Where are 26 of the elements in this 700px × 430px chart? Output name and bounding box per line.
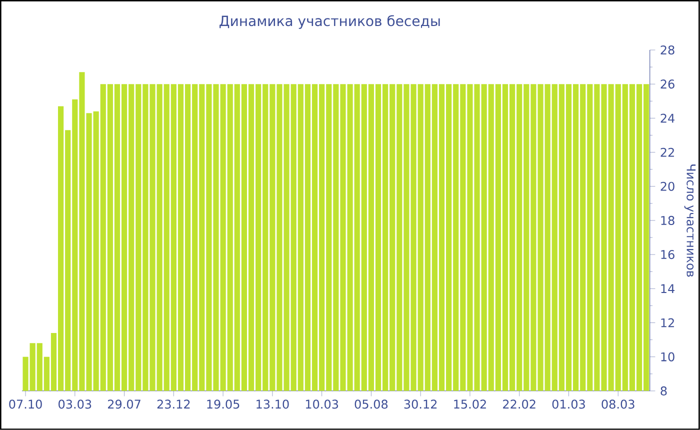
x-tick-label: 07.10 xyxy=(9,400,42,409)
y-tick-label: 26 xyxy=(660,80,674,89)
y-tick-label: 12 xyxy=(661,318,674,328)
y-tick-label: 16 xyxy=(661,250,674,260)
y-tick-label: 18 xyxy=(661,216,674,226)
x-tick-label: 10.03 xyxy=(306,400,338,409)
y-tick-label: 10 xyxy=(661,352,674,362)
x-tick-label: 15.02 xyxy=(454,400,486,409)
x-tick-label: 30.12 xyxy=(404,400,437,409)
x-tick-label: 01.03 xyxy=(552,400,585,409)
x-tick-label: 13.10 xyxy=(256,400,289,409)
y-tick-label: 8 xyxy=(660,386,667,396)
y-tick-label: 22 xyxy=(660,148,674,157)
y-tick-label: 14 xyxy=(661,284,674,294)
x-tick-label: 03.03 xyxy=(58,400,92,409)
x-tick-label: 22.02 xyxy=(503,400,536,409)
y-tick-label: 20 xyxy=(660,182,674,191)
x-tick-label: 29.07 xyxy=(108,400,140,409)
x-tick-label: 23.12 xyxy=(157,400,190,409)
x-tick-label: 19.05 xyxy=(207,400,240,409)
y-tick-label: 28 xyxy=(660,46,674,55)
x-tick-label: 08.03 xyxy=(602,400,634,409)
y-tick-label: 24 xyxy=(660,114,674,123)
y-axis-title: Число участников xyxy=(684,164,696,277)
chart-title: Динамика участников беседы xyxy=(220,15,440,29)
x-tick-label: 05.08 xyxy=(354,400,388,409)
